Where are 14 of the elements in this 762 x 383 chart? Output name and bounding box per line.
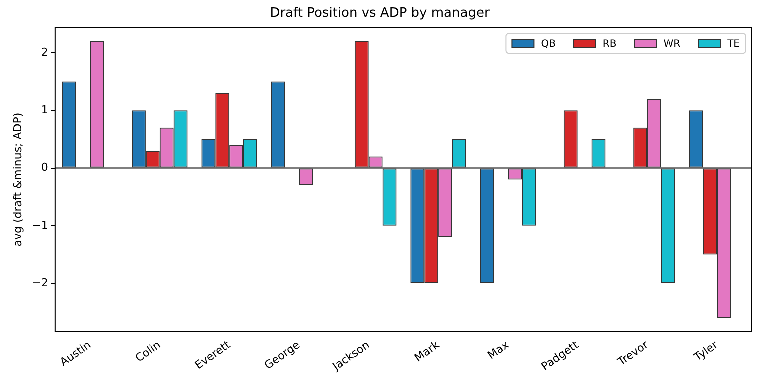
y-tick-label: −2 — [32, 276, 48, 290]
y-tick-label: −1 — [32, 218, 48, 232]
y-tick-label: 2 — [41, 46, 48, 59]
x-tick-label: Tyler — [691, 338, 721, 365]
legend-label: RB — [602, 39, 617, 50]
x-tick-label: Max — [485, 338, 512, 362]
x-tick-label: Colin — [133, 338, 164, 365]
y-tick-label: 0 — [41, 161, 48, 174]
legend-label: TE — [726, 39, 740, 50]
y-axis-title: avg (draft &minus; ADP) — [11, 112, 24, 247]
legend-label: WR — [664, 39, 681, 50]
chart-title: Draft Position vs ADP by manager — [270, 6, 490, 22]
legend-label: QB — [541, 39, 556, 50]
y-tick-label: 1 — [41, 103, 48, 116]
